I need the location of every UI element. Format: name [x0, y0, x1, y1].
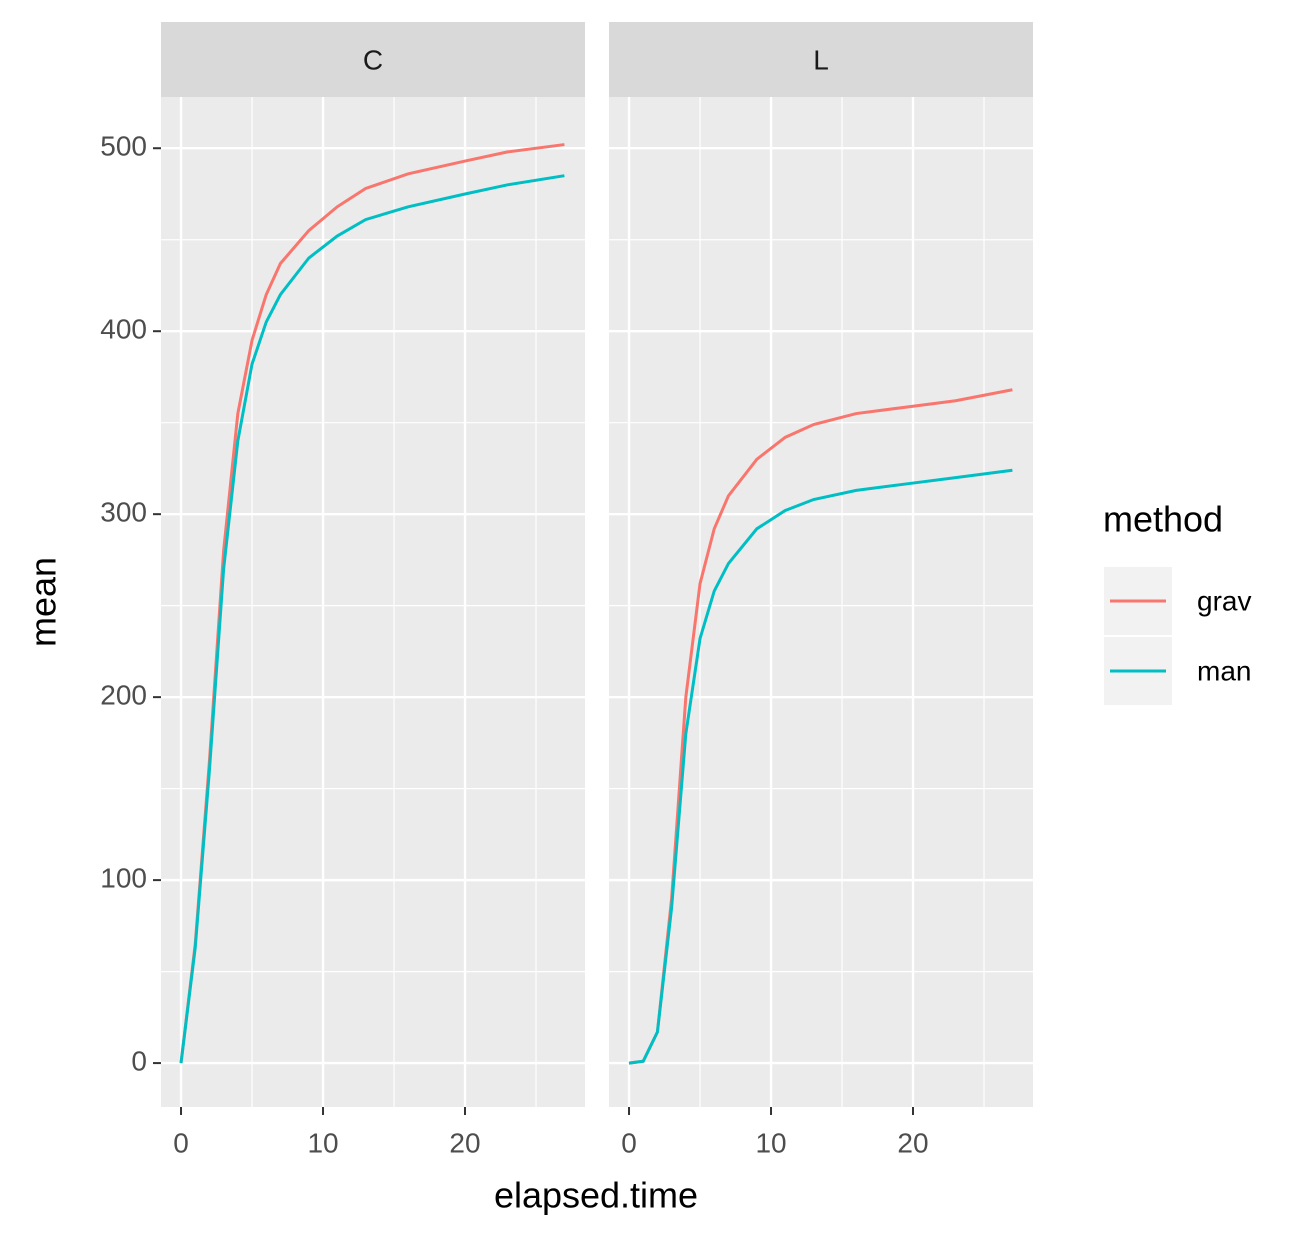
y-tick-label: 200	[100, 680, 147, 711]
strip-background	[161, 22, 585, 97]
y-tick-label: 300	[100, 497, 147, 528]
x-tick-label: 10	[307, 1127, 338, 1158]
strip-background	[609, 22, 1033, 97]
y-tick-label: 400	[100, 314, 147, 345]
panel-background	[609, 97, 1033, 1107]
legend-title: method	[1103, 499, 1223, 540]
legend-label: man	[1197, 655, 1251, 686]
strip-label: C	[363, 44, 383, 75]
x-axis-title: elapsed.time	[494, 1175, 698, 1216]
series-line	[179, 174, 565, 1064]
x-tick-label: 0	[621, 1127, 637, 1158]
y-tick-label: 100	[100, 863, 147, 894]
y-tick-label: 500	[100, 131, 147, 162]
y-axis-title: mean	[23, 557, 64, 647]
x-tick-label: 0	[173, 1127, 189, 1158]
x-tick-label: 20	[897, 1127, 928, 1158]
legend-label: grav	[1197, 585, 1251, 616]
y-tick-label: 0	[131, 1045, 147, 1076]
strip-label: L	[813, 44, 829, 75]
x-tick-label: 20	[449, 1127, 480, 1158]
x-tick-label: 10	[755, 1127, 786, 1158]
panel-background	[161, 97, 585, 1107]
series-line	[628, 468, 1013, 1065]
